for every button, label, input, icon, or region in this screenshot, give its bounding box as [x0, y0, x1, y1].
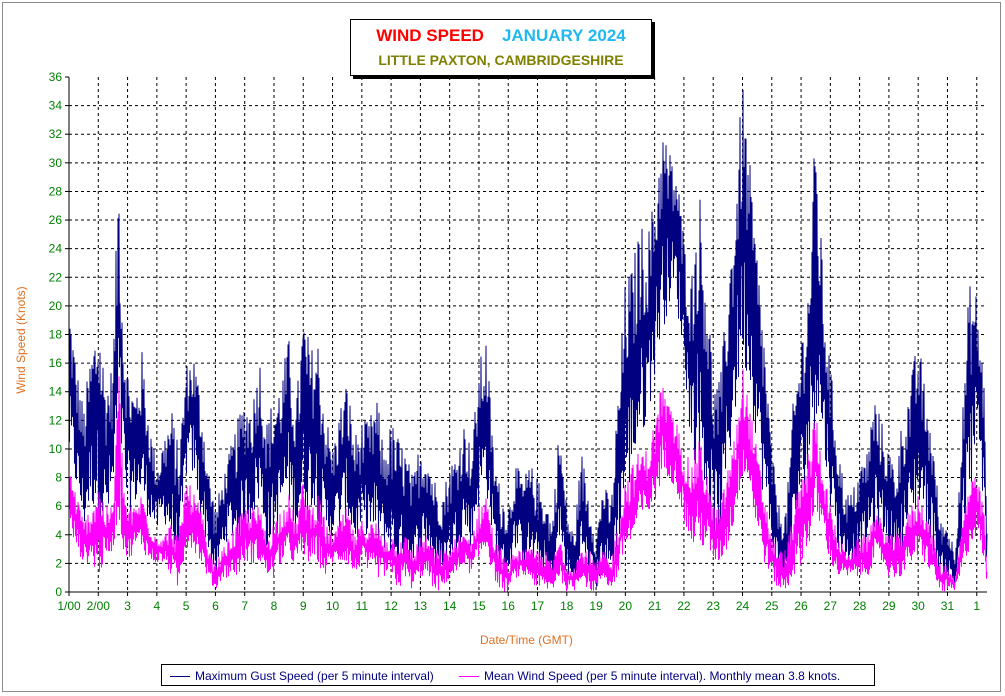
y-tick-label: 34 — [49, 99, 63, 113]
y-tick-label: 20 — [49, 299, 63, 313]
x-tick-label: 24 — [736, 599, 750, 613]
y-tick-label: 16 — [49, 356, 63, 370]
legend-swatch-gust — [170, 676, 190, 678]
y-tick-label: 8 — [55, 471, 62, 485]
x-tick-label: 25 — [765, 599, 779, 613]
y-tick-label: 2 — [55, 556, 62, 570]
chart-title: WIND SPEED JANUARY 2024 — [351, 26, 651, 46]
y-tick-label: 22 — [49, 270, 63, 284]
x-tick-label: 20 — [619, 599, 633, 613]
x-tick-label: 23 — [707, 599, 721, 613]
y-tick-label: 18 — [49, 328, 63, 342]
y-tick-label: 4 — [55, 528, 62, 542]
x-tick-label: 1 — [973, 599, 980, 613]
title-main: WIND SPEED — [376, 26, 484, 45]
x-tick-label: 9 — [300, 599, 307, 613]
x-tick-label: 27 — [824, 599, 838, 613]
x-tick-label: 17 — [531, 599, 545, 613]
legend: Maximum Gust Speed (per 5 minute interva… — [161, 664, 875, 686]
x-tick-label: 29 — [882, 599, 896, 613]
y-tick-label: 30 — [49, 156, 63, 170]
y-tick-label: 28 — [49, 184, 63, 198]
legend-label-mean: Mean Wind Speed (per 5 minute interval).… — [484, 669, 841, 683]
x-tick-label: 15 — [472, 599, 486, 613]
y-tick-label: 0 — [55, 585, 62, 599]
x-tick-label: 10 — [326, 599, 340, 613]
x-tick-label: 30 — [912, 599, 926, 613]
x-tick-label: 11 — [356, 599, 369, 613]
y-tick-label: 6 — [55, 499, 62, 513]
x-tick-label: 14 — [443, 599, 457, 613]
x-tick-label: 19 — [589, 599, 603, 613]
y-tick-label: 36 — [49, 70, 63, 84]
x-tick-label: 3 — [124, 599, 131, 613]
x-tick-label: 8 — [271, 599, 278, 613]
x-tick-label: 12 — [384, 599, 398, 613]
x-tick-label: 6 — [212, 599, 219, 613]
x-axis-label: Date/Time (GMT) — [480, 633, 573, 647]
title-period: JANUARY 2024 — [501, 26, 626, 45]
chart-title-box: WIND SPEED JANUARY 2024 LITTLE PAXTON, CA… — [350, 19, 652, 76]
x-tick-label: 13 — [414, 599, 428, 613]
x-tick-label: 26 — [794, 599, 808, 613]
chart-subtitle: LITTLE PAXTON, CAMBRIDGESHIRE — [378, 52, 624, 68]
y-tick-label: 24 — [49, 242, 63, 256]
x-tick-label: 22 — [677, 599, 691, 613]
legend-item-mean: Mean Wind Speed (per 5 minute interval).… — [459, 669, 840, 683]
y-tick-label: 32 — [49, 127, 63, 141]
x-tick-label: 31 — [941, 599, 955, 613]
x-tick-label: 5 — [183, 599, 190, 613]
x-tick-label: 16 — [502, 599, 516, 613]
y-tick-label: 10 — [49, 442, 63, 456]
x-tick-label: 1/00 — [57, 599, 81, 613]
x-tick-label: 18 — [560, 599, 574, 613]
y-tick-label: 26 — [49, 213, 63, 227]
legend-label-gust: Maximum Gust Speed (per 5 minute interva… — [195, 669, 434, 683]
x-tick-label: 21 — [648, 599, 662, 613]
y-tick-label: 12 — [49, 413, 63, 427]
legend-item-gust: Maximum Gust Speed (per 5 minute interva… — [170, 669, 434, 683]
x-tick-label: 2/00 — [87, 599, 111, 613]
y-axis-label: Wind Speed (Knots) — [14, 286, 28, 394]
series-line-mean — [68, 369, 988, 592]
x-tick-label: 7 — [241, 599, 248, 613]
y-tick-label: 14 — [49, 385, 63, 399]
series-line-gust — [68, 89, 988, 588]
x-tick-label: 4 — [154, 599, 161, 613]
legend-swatch-mean — [459, 676, 479, 678]
x-tick-label: 28 — [853, 599, 867, 613]
